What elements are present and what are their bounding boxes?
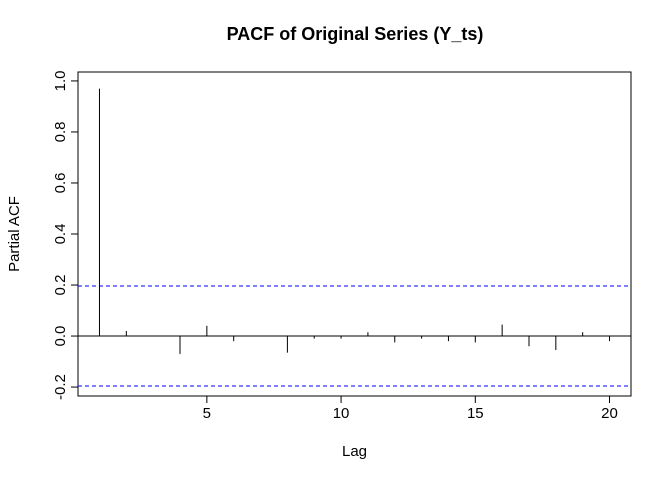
pacf-spikes xyxy=(98,88,611,354)
x-axis: 5 10 15 20 xyxy=(203,396,618,422)
y-tick-label: 0.6 xyxy=(52,173,69,194)
y-tick-label: 0.4 xyxy=(52,224,69,245)
y-tick-label: 0.8 xyxy=(52,122,69,143)
x-axis-label: Lag xyxy=(342,443,367,460)
y-tick-label: 0.2 xyxy=(52,275,69,296)
y-axis: -0.2 0.0 0.2 0.4 0.6 0.8 1.0 xyxy=(52,70,78,400)
x-tick-label: 20 xyxy=(601,405,618,422)
y-axis-label: Partial ACF xyxy=(6,196,23,272)
x-tick-label: 10 xyxy=(333,405,350,422)
y-tick-label: 0.0 xyxy=(52,326,69,347)
y-tick-label: 1.0 xyxy=(52,70,69,91)
y-tick-label: -0.2 xyxy=(52,374,69,400)
confidence-bounds xyxy=(78,285,631,387)
x-tick-label: 5 xyxy=(203,405,211,422)
plot-frame xyxy=(77,71,632,397)
x-tick-label: 15 xyxy=(467,405,484,422)
chart-title: PACF of Original Series (Y_ts) xyxy=(227,24,484,44)
